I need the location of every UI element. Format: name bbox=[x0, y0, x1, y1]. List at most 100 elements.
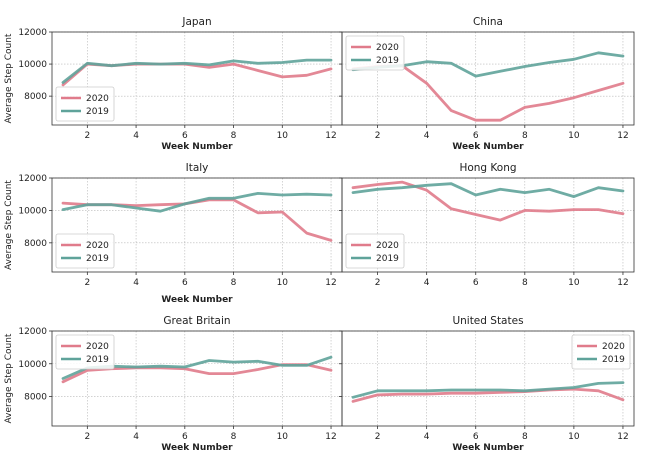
x-tick-label: 6 bbox=[473, 278, 479, 288]
x-tick-label: 8 bbox=[522, 131, 528, 141]
x-tick-label: 4 bbox=[424, 131, 430, 141]
series-line-2020 bbox=[61, 62, 333, 87]
chart-title: China bbox=[473, 16, 503, 28]
legend-box bbox=[571, 334, 631, 370]
x-axis-label: Week Number bbox=[161, 295, 233, 305]
chart-title: United States bbox=[452, 315, 523, 327]
x-tick-label: 6 bbox=[182, 278, 188, 288]
x-axis-label: Week Number bbox=[452, 142, 524, 152]
series-line-2019 bbox=[351, 182, 625, 199]
y-tick-label: 12000 bbox=[18, 174, 47, 184]
series-line-2020 bbox=[351, 387, 625, 403]
x-tick-label: 6 bbox=[473, 432, 479, 442]
legend: 2020 2019 bbox=[55, 334, 115, 370]
x-tick-label: 2 bbox=[375, 278, 381, 288]
y-tick-label: 12000 bbox=[18, 28, 47, 38]
x-axis-label: Week Number bbox=[161, 142, 233, 152]
x-tick-label: 4 bbox=[133, 278, 139, 288]
x-tick-label: 8 bbox=[522, 278, 528, 288]
x-tick-label: 4 bbox=[133, 131, 139, 141]
legend-label-2019: 2019 bbox=[86, 355, 109, 365]
panel-china: 2 4 6 8 10 12 China Week Number 2020 2019 bbox=[339, 16, 635, 152]
legend: 2020 2019 bbox=[345, 35, 405, 71]
plot-frame bbox=[341, 177, 635, 273]
x-tick-label: 12 bbox=[325, 131, 336, 141]
x-tick-label: 12 bbox=[617, 432, 628, 442]
legend-box bbox=[55, 86, 115, 122]
x-tick-label: 12 bbox=[617, 278, 628, 288]
legend-label-2019: 2019 bbox=[376, 56, 399, 66]
y-tick-label: 12000 bbox=[18, 327, 47, 337]
y-tick-label: 10000 bbox=[18, 206, 47, 216]
chart-title: Italy bbox=[186, 162, 209, 174]
legend-label-2019: 2019 bbox=[602, 355, 625, 365]
x-tick-label: 8 bbox=[522, 432, 528, 442]
legend-label-2020: 2020 bbox=[376, 43, 399, 53]
x-tick-label: 2 bbox=[84, 131, 90, 141]
y-tick-label: 10000 bbox=[18, 60, 47, 70]
legend-label-2020: 2020 bbox=[86, 342, 109, 352]
x-tick-label: 10 bbox=[277, 278, 289, 288]
legend: 2020 2019 bbox=[345, 233, 405, 269]
x-tick-label: 6 bbox=[182, 432, 188, 442]
chart-title: Hong Kong bbox=[459, 162, 516, 174]
x-tick-label: 12 bbox=[325, 432, 336, 442]
legend: 2020 2019 bbox=[55, 86, 115, 122]
y-axis-label: Average Step Count bbox=[4, 333, 14, 423]
panel-italy: 2 4 6 8 10 12 8000 10000 12000 Italy Week Number Av… bbox=[4, 162, 343, 305]
plot-frame bbox=[341, 330, 635, 427]
legend-box bbox=[345, 35, 405, 71]
legend-label-2020: 2020 bbox=[86, 241, 109, 251]
x-axis-label: Week Number bbox=[161, 443, 233, 453]
y-tick-label: 8000 bbox=[24, 239, 47, 249]
x-tick-label: 12 bbox=[617, 131, 628, 141]
x-tick-label: 8 bbox=[231, 432, 237, 442]
y-tick-label: 8000 bbox=[24, 92, 47, 102]
y-tick-label: 8000 bbox=[24, 393, 47, 403]
x-axis-label: Week Number bbox=[452, 443, 524, 453]
series-line-2019 bbox=[351, 381, 625, 399]
x-tick-label: 2 bbox=[84, 278, 90, 288]
y-tick-label: 10000 bbox=[18, 360, 47, 370]
series-line-2019 bbox=[61, 58, 333, 84]
panel-japan: 2 4 6 8 10 12 8000 10000 12000 Japan Week Number Av… bbox=[4, 16, 343, 152]
x-tick-label: 10 bbox=[277, 432, 289, 442]
series-line-2019 bbox=[61, 191, 333, 213]
x-tick-label: 10 bbox=[568, 278, 580, 288]
x-tick-label: 2 bbox=[375, 131, 381, 141]
legend: 2020 2019 bbox=[571, 334, 631, 370]
legend-label-2020: 2020 bbox=[376, 241, 399, 251]
x-tick-label: 8 bbox=[231, 278, 237, 288]
series-line-2020 bbox=[351, 180, 625, 222]
chart-title: Great Britain bbox=[163, 315, 230, 327]
legend: 2020 2019 bbox=[55, 233, 115, 269]
x-tick-label: 10 bbox=[277, 131, 289, 141]
legend-label-2020: 2020 bbox=[602, 342, 625, 352]
x-tick-label: 2 bbox=[84, 432, 90, 442]
legend-label-2019: 2019 bbox=[86, 107, 109, 117]
x-tick-label: 10 bbox=[568, 131, 580, 141]
legend-label-2019: 2019 bbox=[86, 254, 109, 264]
x-tick-label: 10 bbox=[568, 432, 580, 442]
legend-label-2020: 2020 bbox=[86, 94, 109, 104]
legend-label-2019: 2019 bbox=[376, 254, 399, 264]
legend-box bbox=[55, 334, 115, 370]
x-tick-label: 6 bbox=[473, 131, 479, 141]
x-tick-label: 12 bbox=[325, 278, 336, 288]
legend-box bbox=[55, 233, 115, 269]
legend-box bbox=[345, 233, 405, 269]
x-tick-label: 4 bbox=[424, 278, 430, 288]
x-tick-label: 6 bbox=[182, 131, 188, 141]
panel-great-britain: 2 4 6 8 10 12 8000 10000 12000 Great Britain Week … bbox=[4, 315, 343, 453]
panel-united-states: 2 4 6 8 10 12 United States Week Number 2020 2019 bbox=[339, 315, 635, 453]
panel-hong-kong: 2 4 6 8 10 12 Hong Kong 2020 2019 bbox=[339, 162, 635, 288]
x-tick-label: 8 bbox=[231, 131, 237, 141]
y-axis-label: Average Step Count bbox=[4, 180, 14, 270]
y-axis-label: Average Step Count bbox=[4, 33, 14, 123]
chart-title: Japan bbox=[181, 16, 211, 28]
x-tick-label: 4 bbox=[424, 432, 430, 442]
x-tick-label: 2 bbox=[375, 432, 381, 442]
x-tick-label: 4 bbox=[133, 432, 139, 442]
plot-frame bbox=[341, 31, 635, 126]
